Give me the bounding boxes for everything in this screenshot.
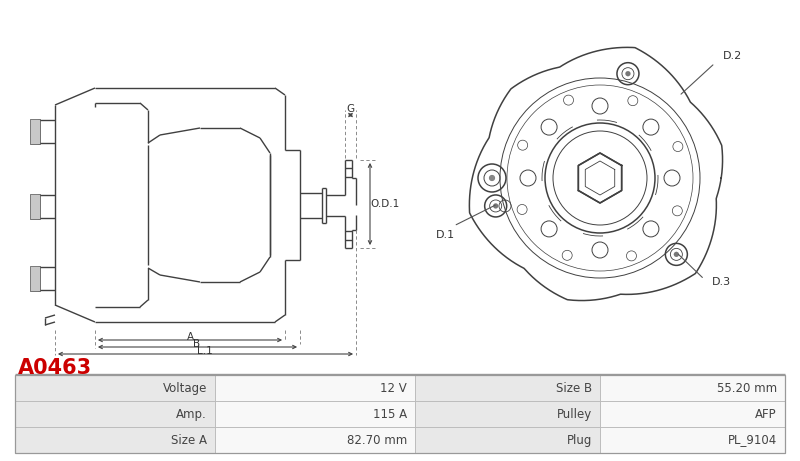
Text: A: A [186,332,194,342]
Circle shape [493,203,498,208]
Circle shape [489,175,495,181]
Bar [415,427,600,453]
Bar [415,375,600,401]
Circle shape [626,71,630,76]
Bar [15,375,785,453]
Bar [600,401,785,427]
Text: 55.20 mm: 55.20 mm [717,382,777,395]
Bar [30,119,40,144]
Circle shape [674,252,679,257]
Text: D.3: D.3 [712,278,731,287]
Text: Size A: Size A [171,433,207,447]
Text: 12 V: 12 V [380,382,407,395]
Bar [30,266,40,291]
Bar [15,427,215,453]
Text: D.1: D.1 [436,230,455,240]
Bar [30,194,40,219]
Bar [15,401,215,427]
Text: AFP: AFP [755,408,777,420]
Text: Size B: Size B [556,382,592,395]
Text: PL_9104: PL_9104 [728,433,777,447]
Text: Plug: Plug [566,433,592,447]
Bar [215,427,415,453]
Text: 115 A: 115 A [373,408,407,420]
Bar [215,401,415,427]
Text: Amp.: Amp. [176,408,207,420]
Bar [600,375,785,401]
Text: D.2: D.2 [723,51,742,61]
Text: L.1: L.1 [197,346,213,356]
Text: G: G [346,104,354,114]
Text: 82.70 mm: 82.70 mm [346,433,407,447]
Bar [600,427,785,453]
Text: A0463: A0463 [18,358,92,378]
Text: O.D.1: O.D.1 [370,199,400,209]
Text: B: B [194,339,201,349]
Text: Pulley: Pulley [557,408,592,420]
Bar [15,375,215,401]
Bar [215,375,415,401]
Bar [415,401,600,427]
Text: Voltage: Voltage [162,382,207,395]
